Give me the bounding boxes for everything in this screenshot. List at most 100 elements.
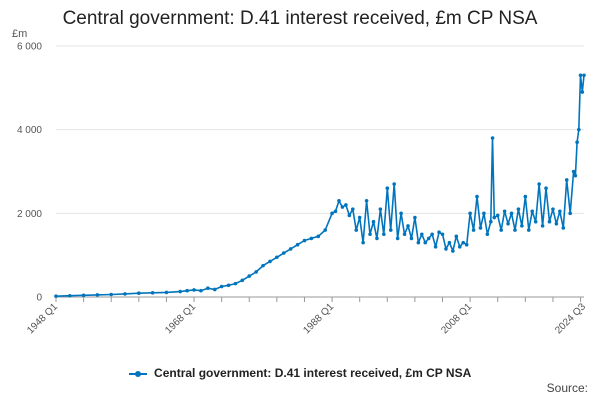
data-point[interactable] <box>490 136 495 140</box>
data-point[interactable] <box>526 228 531 232</box>
data-point[interactable] <box>137 291 141 296</box>
data-point[interactable] <box>337 198 341 203</box>
data-point[interactable] <box>482 211 486 216</box>
data-point[interactable] <box>426 236 431 241</box>
data-point[interactable] <box>219 284 224 289</box>
data-point[interactable] <box>54 294 58 298</box>
data-point[interactable] <box>506 221 510 226</box>
data-point[interactable] <box>578 73 583 78</box>
data-point[interactable] <box>212 287 217 292</box>
data-point[interactable] <box>323 228 327 232</box>
data-point[interactable] <box>454 234 459 239</box>
data-point[interactable] <box>178 289 183 294</box>
data-point[interactable] <box>464 242 469 247</box>
data-point[interactable] <box>247 274 252 278</box>
data-point[interactable] <box>350 207 355 211</box>
data-point[interactable] <box>395 236 400 241</box>
data-point[interactable] <box>150 291 155 295</box>
data-point[interactable] <box>457 245 462 249</box>
data-point[interactable] <box>347 213 352 218</box>
data-point[interactable] <box>192 288 196 292</box>
data-point[interactable] <box>316 234 321 239</box>
data-point[interactable] <box>354 228 359 232</box>
data-point[interactable] <box>268 259 272 264</box>
data-point[interactable] <box>109 292 114 297</box>
data-point[interactable] <box>368 232 372 237</box>
data-point[interactable] <box>409 236 414 241</box>
data-point[interactable] <box>388 228 393 232</box>
data-point[interactable] <box>571 169 576 174</box>
data-point[interactable] <box>206 286 210 291</box>
data-point[interactable] <box>530 209 535 214</box>
data-point[interactable] <box>509 211 514 216</box>
data-point[interactable] <box>540 224 545 228</box>
data-point[interactable] <box>577 127 581 132</box>
data-point[interactable] <box>564 178 569 182</box>
data-point[interactable] <box>361 240 365 245</box>
data-point[interactable] <box>275 255 279 260</box>
data-point[interactable] <box>416 240 421 245</box>
data-point[interactable] <box>364 198 369 203</box>
data-point[interactable] <box>499 228 503 232</box>
data-point[interactable] <box>516 207 521 211</box>
data-point[interactable] <box>430 232 434 237</box>
data-point[interactable] <box>478 226 483 230</box>
data-point[interactable] <box>433 245 438 249</box>
data-point[interactable] <box>561 226 566 230</box>
data-point[interactable] <box>582 73 586 78</box>
data-point[interactable] <box>81 293 86 298</box>
data-point[interactable] <box>471 228 476 232</box>
data-point[interactable] <box>533 219 538 224</box>
data-point[interactable] <box>451 249 455 253</box>
data-point[interactable] <box>523 194 528 199</box>
data-point[interactable] <box>551 207 555 211</box>
data-point[interactable] <box>558 209 562 214</box>
data-point[interactable] <box>309 236 314 241</box>
data-point[interactable] <box>357 215 362 220</box>
data-point[interactable] <box>68 293 72 298</box>
data-point[interactable] <box>461 240 466 245</box>
data-point[interactable] <box>392 182 396 186</box>
data-point[interactable] <box>302 238 307 243</box>
data-point[interactable] <box>233 281 238 286</box>
data-point[interactable] <box>281 251 286 255</box>
data-point[interactable] <box>340 205 345 209</box>
data-point[interactable] <box>489 219 493 224</box>
data-point[interactable] <box>240 278 245 283</box>
data-point[interactable] <box>544 186 548 191</box>
data-point[interactable] <box>254 270 258 274</box>
data-point[interactable] <box>437 230 441 234</box>
legend[interactable]: Central government: D.41 interest receiv… <box>0 366 600 380</box>
data-point[interactable] <box>333 209 338 214</box>
data-point[interactable] <box>502 209 507 214</box>
data-point[interactable] <box>475 194 479 199</box>
data-point[interactable] <box>330 211 334 216</box>
data-point[interactable] <box>295 242 300 247</box>
data-point[interactable] <box>580 90 585 94</box>
data-point[interactable] <box>554 221 559 226</box>
data-point[interactable] <box>420 232 424 237</box>
data-point[interactable] <box>164 290 169 295</box>
data-point[interactable] <box>288 247 293 251</box>
data-point[interactable] <box>378 207 383 211</box>
data-point[interactable] <box>520 224 524 228</box>
data-point[interactable] <box>537 182 541 186</box>
data-point[interactable] <box>423 240 428 245</box>
data-point[interactable] <box>371 219 376 224</box>
data-point[interactable] <box>547 219 552 224</box>
data-point[interactable] <box>440 232 445 237</box>
data-point[interactable] <box>444 247 448 251</box>
data-point[interactable] <box>123 292 127 296</box>
data-point[interactable] <box>344 203 348 207</box>
data-point[interactable] <box>375 236 379 241</box>
data-point[interactable] <box>199 288 203 293</box>
data-point[interactable] <box>406 224 410 228</box>
data-point[interactable] <box>382 232 386 237</box>
data-point[interactable] <box>261 263 265 268</box>
data-point[interactable] <box>413 215 417 220</box>
data-point[interactable] <box>468 211 472 216</box>
data-point[interactable] <box>402 232 407 237</box>
data-point[interactable] <box>226 283 231 288</box>
data-point[interactable] <box>485 232 490 237</box>
data-point[interactable] <box>568 211 572 216</box>
